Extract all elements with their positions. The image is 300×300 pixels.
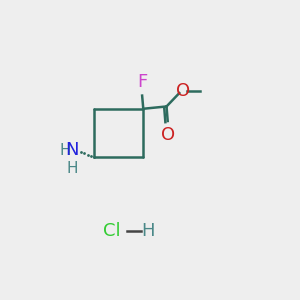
Text: N: N bbox=[66, 141, 79, 159]
Text: O: O bbox=[176, 82, 190, 100]
Text: O: O bbox=[160, 126, 175, 144]
Text: H: H bbox=[59, 143, 71, 158]
Text: Cl: Cl bbox=[103, 222, 121, 240]
Text: H: H bbox=[141, 222, 155, 240]
Text: H: H bbox=[67, 161, 78, 176]
Text: F: F bbox=[137, 73, 147, 91]
